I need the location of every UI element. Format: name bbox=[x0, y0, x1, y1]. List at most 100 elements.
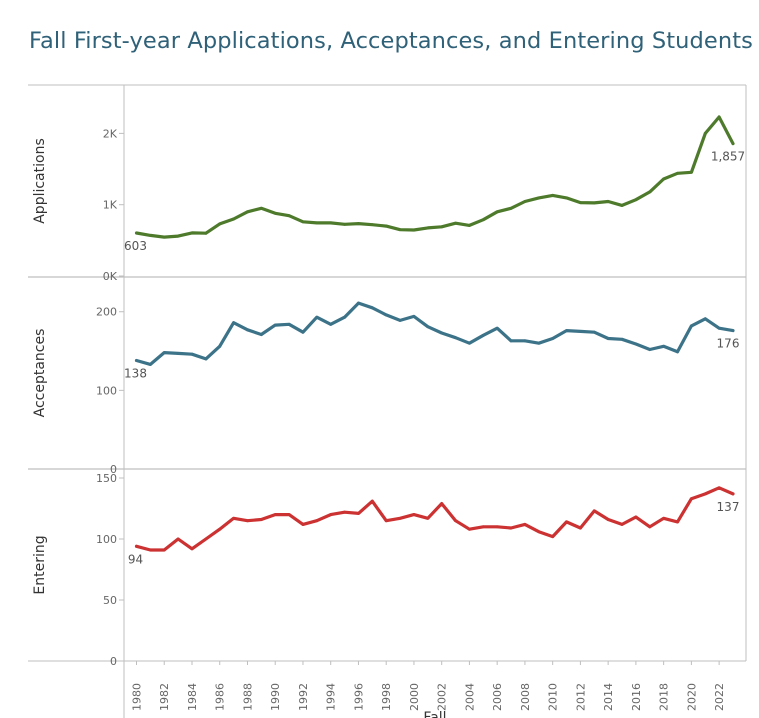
data-point bbox=[509, 206, 513, 210]
data-point bbox=[287, 214, 291, 218]
data-point bbox=[370, 223, 374, 227]
data-point bbox=[703, 317, 707, 321]
data-point bbox=[246, 328, 249, 332]
x-axis-title: Fall bbox=[423, 710, 446, 718]
data-point bbox=[384, 519, 388, 523]
data-point bbox=[509, 339, 513, 343]
x-tick-label: 1994 bbox=[325, 683, 338, 711]
data-point bbox=[537, 530, 541, 534]
data-point bbox=[495, 326, 499, 330]
data-point bbox=[537, 341, 541, 345]
data-point bbox=[565, 520, 568, 524]
data-point bbox=[176, 234, 180, 238]
data-point bbox=[426, 516, 430, 520]
y-tick-label: 2K bbox=[103, 127, 118, 140]
data-point bbox=[176, 537, 180, 541]
data-point bbox=[717, 115, 721, 119]
data-point bbox=[273, 211, 277, 215]
data-point bbox=[148, 363, 152, 366]
y-tick-label: 0K bbox=[103, 270, 118, 283]
data-point bbox=[606, 518, 610, 521]
data-point bbox=[440, 225, 444, 229]
series-line-entering bbox=[134, 486, 735, 552]
data-point bbox=[135, 359, 138, 362]
data-point bbox=[426, 325, 430, 329]
data-point bbox=[551, 535, 555, 538]
data-point bbox=[190, 547, 194, 551]
data-label: 137 bbox=[717, 500, 740, 514]
data-point bbox=[246, 519, 249, 523]
data-point bbox=[495, 210, 499, 214]
data-point bbox=[565, 196, 568, 200]
data-point bbox=[190, 231, 194, 235]
data-point bbox=[620, 522, 624, 526]
data-point bbox=[232, 321, 236, 325]
data-point bbox=[412, 513, 416, 516]
series-line-acceptances bbox=[134, 301, 735, 366]
data-point bbox=[703, 131, 707, 135]
data-point bbox=[315, 221, 319, 225]
data-point bbox=[287, 322, 291, 326]
chart-frame bbox=[28, 84, 747, 718]
x-tick-label: 2022 bbox=[713, 683, 726, 711]
data-point bbox=[523, 200, 527, 203]
data-point bbox=[523, 339, 527, 343]
x-tick-label: 2002 bbox=[436, 683, 449, 711]
panel-applications: Applications 0K 1K 2K 603 1,857 bbox=[32, 115, 745, 283]
data-point bbox=[232, 217, 236, 221]
data-point bbox=[398, 318, 402, 322]
data-point bbox=[370, 306, 374, 310]
data-point bbox=[287, 513, 291, 516]
data-point bbox=[481, 525, 485, 529]
data-label: 138 bbox=[124, 366, 147, 380]
data-point bbox=[329, 513, 333, 516]
data-point bbox=[218, 527, 222, 531]
data-point bbox=[579, 201, 582, 204]
data-point bbox=[398, 516, 402, 520]
data-point bbox=[246, 210, 249, 214]
data-point bbox=[537, 196, 541, 200]
data-point bbox=[259, 333, 263, 336]
x-axis: 1980 1982 1984 1986 1988 1990 1992 1994 1996 1998… bbox=[131, 661, 726, 718]
data-point bbox=[176, 352, 180, 355]
y-tick-label: 150 bbox=[96, 472, 117, 485]
data-point bbox=[204, 537, 208, 541]
data-point bbox=[259, 518, 263, 521]
y-tick-label: 200 bbox=[96, 306, 117, 319]
data-point bbox=[343, 222, 346, 226]
data-point bbox=[204, 231, 208, 235]
data-label: 1,857 bbox=[711, 150, 745, 164]
data-point bbox=[301, 522, 305, 526]
data-point bbox=[731, 492, 735, 496]
x-tick-label: 2012 bbox=[574, 683, 587, 711]
data-label: 603 bbox=[124, 239, 147, 253]
data-point bbox=[315, 315, 319, 319]
data-point bbox=[370, 499, 374, 503]
data-point bbox=[634, 198, 638, 202]
data-point bbox=[357, 301, 360, 305]
data-point bbox=[509, 526, 513, 530]
x-tick-label: 1982 bbox=[158, 683, 171, 711]
y-tick-label: 1K bbox=[103, 199, 118, 212]
data-point bbox=[689, 497, 693, 501]
y-tick-label: 0 bbox=[110, 463, 117, 476]
data-point bbox=[468, 527, 471, 531]
data-point bbox=[648, 348, 652, 351]
x-tick-label: 2010 bbox=[547, 683, 560, 711]
data-point bbox=[634, 515, 638, 519]
x-tick-label: 2004 bbox=[463, 683, 476, 711]
chart-title: Fall First-year Applications, Acceptance… bbox=[29, 28, 753, 54]
data-point bbox=[481, 218, 485, 222]
data-point bbox=[315, 519, 319, 523]
data-point bbox=[579, 329, 582, 333]
x-tick-label: 2014 bbox=[602, 683, 615, 711]
data-point bbox=[731, 142, 735, 145]
data-point bbox=[606, 200, 610, 203]
data-point bbox=[384, 224, 388, 228]
data-point bbox=[592, 509, 596, 513]
data-point bbox=[689, 324, 693, 328]
data-point bbox=[135, 231, 138, 235]
data-point bbox=[148, 548, 152, 552]
data-point bbox=[703, 492, 707, 496]
